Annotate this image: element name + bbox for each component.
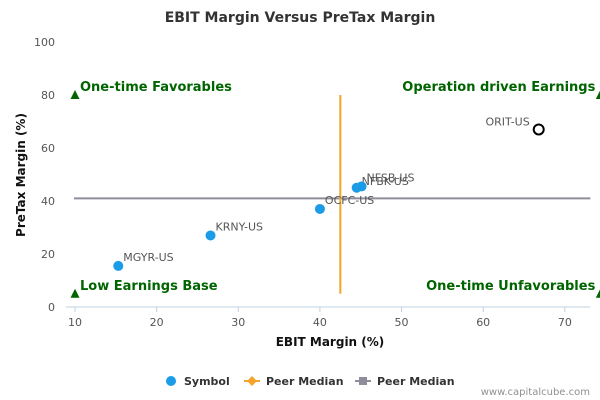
data-point[interactable] [356,181,367,192]
data-point[interactable] [314,203,325,214]
y-tick-labels: 0 20 40 60 80 100 [34,36,55,314]
data-point-label: KRNY-US [216,220,264,233]
quadrant-marker-top-left [70,90,80,99]
x-tick-label: 50 [395,316,409,329]
x-axis-title: EBIT Margin (%) [276,335,385,349]
legend-median-x-label: Peer Median [266,375,344,388]
quadrant-marker-bottom-left [70,288,80,298]
legend: Symbol Peer Median Peer Median [166,375,455,388]
quadrant-labels: One-time Favorables Operation driven Earn… [70,80,600,298]
legend-median-x-marker [247,376,257,386]
quadrant-label-top-right: Operation driven Earnings [402,80,595,95]
peer-median-lines [74,95,591,294]
legend-median-y-marker [359,377,367,385]
chart-title: EBIT Margin Versus PreTax Margin [165,10,436,26]
data-point[interactable] [532,123,545,136]
y-tick-label: 20 [41,248,55,261]
legend-item-peer-median-y[interactable]: Peer Median [355,375,455,388]
quadrant-label-top-left: One-time Favorables [80,80,232,95]
data-point-label: MGYR-US [123,251,173,264]
y-tick-label: 40 [41,195,55,208]
x-tick-label: 20 [150,316,164,329]
legend-median-y-label: Peer Median [377,375,455,388]
data-point-label: NFBK-US [362,175,409,188]
y-tick-label: 80 [41,89,55,102]
y-tick-label: 100 [34,36,55,49]
legend-symbol-label: Symbol [184,375,230,388]
x-tick-label: 30 [231,316,245,329]
legend-symbol-marker [166,376,176,386]
y-tick-label: 0 [48,301,55,314]
legend-item-symbol[interactable]: Symbol [166,375,230,388]
x-tick-labels: 10 20 30 40 50 60 70 [68,307,572,329]
x-tick-label: 10 [68,316,82,329]
quadrant-marker-bottom-right [595,289,600,298]
credit-text: www.capitalcube.com [481,387,590,398]
data-point-label: OCFC-US [325,194,374,207]
data-point[interactable] [205,230,216,241]
data-point-label: NFSB-US [367,171,415,184]
x-tick-label: 60 [476,316,490,329]
quadrant-label-bottom-right: One-time Unfavorables [426,279,595,294]
x-tick-label: 70 [558,316,572,329]
y-tick-label: 60 [41,142,55,155]
quadrant-label-bottom-left: Low Earnings Base [80,279,218,294]
quadrant-marker-top-right [595,90,600,99]
data-point[interactable] [113,260,124,271]
y-axis-title: PreTax Margin (%) [14,113,28,237]
x-tick-label: 40 [313,316,327,329]
data-point-label: ORIT-US [485,115,529,128]
legend-item-peer-median-x[interactable]: Peer Median [244,375,344,388]
